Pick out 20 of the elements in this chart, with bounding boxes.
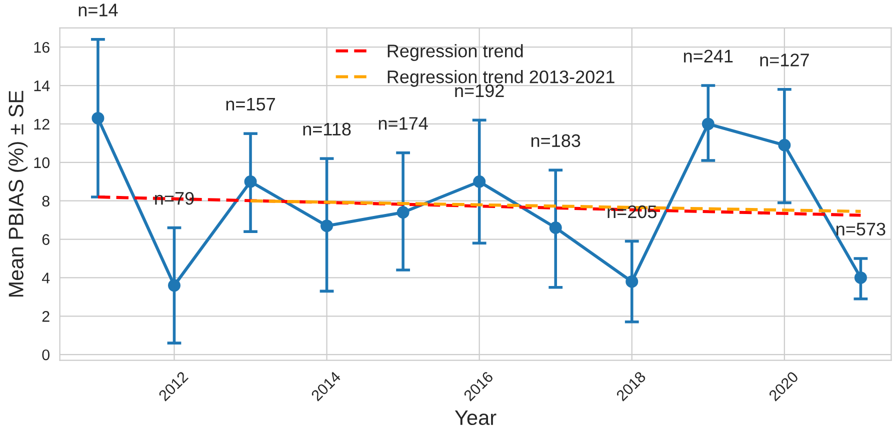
x-axis-title: Year — [454, 410, 496, 426]
annotation: n=127 — [760, 54, 809, 66]
y-axis-title: Mean PBIAS (%) ± SE — [8, 90, 28, 297]
y-tick-label: 4 — [42, 272, 50, 284]
y-tick-label: 0 — [42, 349, 50, 360]
annotation: n=174 — [378, 117, 428, 130]
y-tick-label: 16 — [34, 42, 50, 53]
y-tick-label: 6 — [42, 234, 50, 245]
legend-label: Regression trend — [388, 44, 523, 61]
annotation: n=157 — [226, 98, 275, 111]
annotation: n=183 — [531, 134, 580, 148]
y-tick-label: 14 — [34, 80, 50, 92]
annotation: n=241 — [684, 50, 733, 62]
y-tick-label: 2 — [42, 311, 50, 322]
annotation: n=573 — [836, 222, 886, 236]
y-tick-label: 12 — [34, 118, 50, 130]
y-tick-label: 10 — [34, 157, 50, 168]
annotation: n=14 — [78, 4, 118, 16]
y-tick-label: 8 — [42, 196, 50, 207]
annotation: n=118 — [303, 122, 351, 136]
